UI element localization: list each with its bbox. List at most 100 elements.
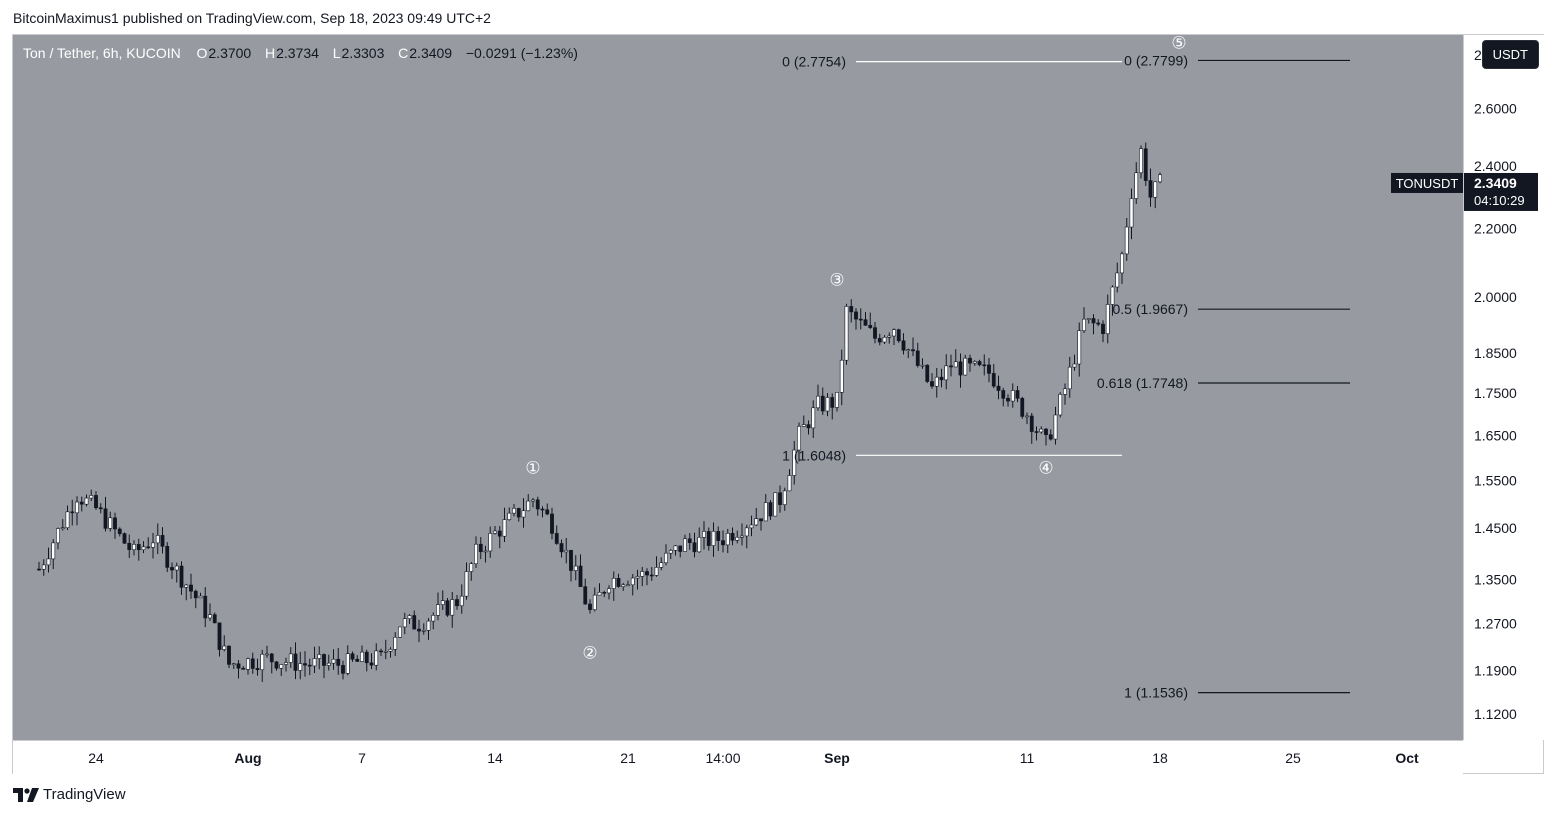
candle-up [483, 550, 488, 553]
candle-down [982, 364, 987, 367]
candle-down [350, 653, 355, 660]
fib-level-label: 0.5 (1.9667) [1113, 301, 1189, 317]
candle-up [630, 577, 635, 586]
x-tick-label: 11 [1020, 750, 1035, 766]
candle-down [1148, 180, 1153, 198]
candle-down [227, 645, 231, 665]
candle-down [98, 507, 103, 510]
legend-high-value: 2.3734 [276, 45, 319, 61]
currency-button[interactable]: USDT [1481, 40, 1539, 69]
x-tick-label: 25 [1285, 750, 1301, 766]
x-tick-label: Oct [1395, 750, 1419, 766]
candle-up [1010, 390, 1015, 402]
candles-group [37, 142, 1162, 682]
candle-up [60, 527, 65, 530]
candle-down [127, 542, 132, 550]
candle-down [1143, 148, 1148, 181]
candle-down [37, 568, 41, 571]
candle-up [944, 365, 949, 381]
candle-up [41, 564, 46, 570]
candle-up [440, 600, 445, 605]
candle-up [816, 395, 820, 409]
candle-up [284, 662, 288, 665]
candle-down [678, 545, 683, 552]
x-tick-label: 14 [487, 750, 503, 766]
candle-up [697, 537, 702, 553]
candle-up [298, 663, 303, 671]
candle-down [1048, 434, 1053, 440]
candle-down [578, 565, 583, 587]
candle-down [1101, 323, 1105, 335]
candle-up [1139, 148, 1143, 174]
countdown-text: 04:10:29 [1474, 193, 1525, 208]
candle-up [906, 349, 911, 351]
candle-down [303, 663, 307, 666]
candle-up [787, 475, 792, 492]
candle-down [583, 586, 588, 605]
candle-up [573, 565, 578, 571]
candle-up [288, 653, 293, 663]
candle-down [1044, 428, 1048, 435]
time-scale[interactable]: 24 Aug 7 14 21 14:00 Sep 11 18 25 Oct [13, 740, 1463, 775]
candle-up [108, 517, 113, 529]
candle-down [820, 395, 825, 412]
candle-down [336, 658, 341, 666]
candle-down [293, 653, 298, 671]
candle-up [260, 653, 265, 671]
candle-up [1134, 172, 1139, 199]
fib-level-label: 0 (2.7754) [782, 54, 846, 70]
y-tick-label: 1.8500 [1474, 345, 1517, 361]
candle-down [369, 662, 374, 666]
price-symbol-badge: TONUSDT [1391, 172, 1463, 193]
candle-up [436, 604, 440, 616]
candle-up [825, 397, 830, 412]
candle-down [915, 350, 920, 366]
candle-up [801, 424, 806, 427]
legend-open-value: 2.3700 [208, 45, 252, 61]
candle-down [863, 319, 868, 326]
candle-up [635, 576, 640, 579]
candle-down [113, 517, 117, 530]
candle-down [255, 668, 260, 671]
legend-low-label: L [332, 45, 341, 61]
candle-up [782, 490, 787, 505]
wave-label: ⑤ [1171, 35, 1186, 53]
y-tick-label: 1.6500 [1474, 427, 1517, 443]
candle-down [146, 546, 151, 549]
candle-up [673, 545, 678, 551]
candle-up [1158, 174, 1162, 183]
candle-down [117, 528, 122, 534]
candle-up [1063, 388, 1067, 395]
candle-up [493, 530, 497, 534]
candle-down [535, 499, 540, 510]
price-scale[interactable]: 2.80002.60002.40002.20002.00001.85001.75… [1463, 35, 1545, 740]
candle-down [203, 595, 208, 619]
candle-down [806, 424, 811, 429]
candle-up [668, 550, 673, 554]
candle-up [1124, 226, 1129, 255]
legend-symbol[interactable]: Ton / Tether, 6h, KUCOIN [23, 45, 181, 61]
candle-up [702, 531, 706, 538]
candle-down [217, 622, 222, 650]
candle-up [887, 335, 892, 338]
wave-label: ④ [1038, 458, 1053, 477]
x-tick-label: 21 [620, 750, 636, 766]
y-tick-label: 2.4000 [1474, 158, 1517, 174]
wave-label: ① [525, 458, 540, 477]
candle-up [1058, 394, 1063, 416]
candle-down [307, 664, 312, 667]
y-tick-label: 1.4500 [1474, 520, 1517, 536]
candle-up [773, 492, 778, 517]
candle-down [949, 365, 953, 368]
candle-up [474, 543, 478, 564]
footer: TradingView [13, 786, 126, 803]
candle-down [868, 324, 873, 328]
candle-down [516, 508, 521, 518]
candle-up [84, 497, 89, 505]
plot-area[interactable]: 0 (2.7754) 1 (1.6048) 0 (2.7799) 0.5 (1.966… [13, 35, 1463, 740]
candle-up [265, 653, 269, 656]
candle-down [165, 545, 170, 568]
legend-change: −0.0291 (−1.23%) [465, 45, 578, 61]
candle-up [607, 588, 611, 594]
candle-up [431, 615, 436, 622]
